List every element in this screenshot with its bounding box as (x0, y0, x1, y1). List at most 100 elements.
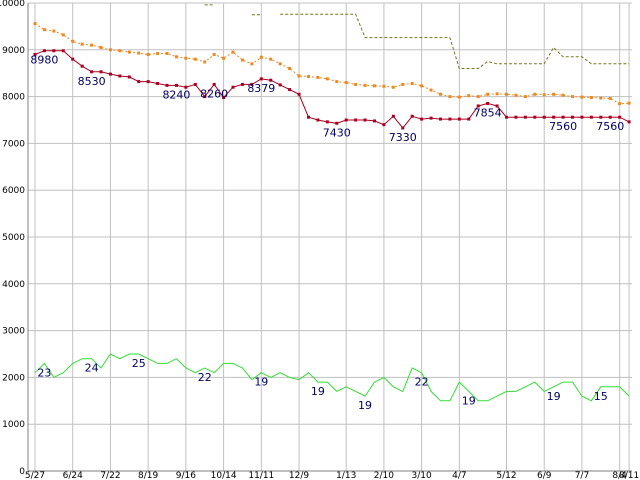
ma_orange-point (561, 93, 565, 97)
ma_orange-point (222, 56, 226, 60)
ma_orange-point (448, 95, 452, 99)
x-tick-label: 4/7 (452, 471, 466, 480)
price-point (259, 77, 263, 81)
ma_orange-point (523, 95, 527, 99)
x-tick-label: 3/10 (412, 471, 432, 480)
price-point (269, 78, 273, 82)
ma_orange-point (193, 57, 197, 61)
ma_orange-point (127, 50, 131, 54)
price-point (297, 92, 301, 96)
price-data-label: 7560 (596, 120, 624, 133)
price-point (250, 82, 254, 86)
price-point (533, 115, 537, 119)
price-point (372, 119, 376, 123)
price-point (240, 82, 244, 86)
ma_orange-point (372, 84, 376, 88)
x-tick-label: 9/16 (176, 471, 196, 480)
ma_orange-point (240, 58, 244, 62)
price-point (71, 57, 75, 61)
price-point (99, 70, 103, 74)
ma_orange-point (599, 96, 603, 100)
volume-data-label: 15 (594, 390, 608, 403)
ma_orange-point (438, 92, 442, 96)
price-point (184, 85, 188, 89)
y-tick-label: 3000 (2, 327, 25, 337)
price-point (457, 117, 461, 121)
ma_orange-point (146, 52, 150, 56)
ma_orange-point (118, 49, 122, 53)
price-data-label: 7430 (323, 126, 351, 139)
ma_olive-line (280, 13, 630, 69)
price-point (486, 101, 490, 105)
ma_orange-point (486, 92, 490, 96)
price-data-label: 8980 (30, 54, 58, 67)
price-point (467, 117, 471, 121)
ma_orange-point (174, 55, 178, 59)
ma_orange-point (165, 52, 169, 56)
ma_orange-point (457, 95, 461, 99)
ma_orange-point (495, 92, 499, 96)
price-point (33, 52, 37, 56)
ma_orange-point (627, 101, 631, 105)
ma_orange-point (259, 55, 263, 59)
ma_orange-point (429, 88, 433, 92)
ma_orange-line (34, 23, 630, 105)
price-point (42, 49, 46, 53)
y-tick-label: 2000 (2, 373, 25, 383)
axes (27, 3, 632, 472)
ma_orange-point (580, 95, 584, 99)
ma_orange-point (108, 48, 112, 52)
price-point (552, 115, 556, 119)
ma_orange-point (363, 83, 367, 87)
y-tick-label: 6000 (2, 186, 25, 196)
price-point (61, 49, 65, 53)
price-point (608, 115, 612, 119)
price-point (288, 88, 292, 92)
price-point (523, 115, 527, 119)
ma_orange-point (278, 62, 282, 66)
ma_orange-point (382, 84, 386, 88)
price-point (108, 72, 112, 76)
price-point (80, 64, 84, 68)
price-point (627, 120, 631, 124)
x-tick-labels: 5/27 6/24 7/22 8/19 9/16 10/14 11/11 12/9 1/13 2/… (25, 471, 639, 480)
volume-data-label: 22 (415, 376, 429, 389)
price-point (335, 121, 339, 125)
ma_orange-point (335, 80, 339, 84)
price-point (156, 81, 160, 85)
volume-data-label: 19 (462, 394, 476, 407)
y-tick-label: 9000 (2, 46, 25, 56)
price-point (410, 114, 414, 118)
price-point (429, 116, 433, 120)
x-tick-label: 7/7 (575, 471, 589, 480)
price-point (476, 104, 480, 108)
price-point (165, 83, 169, 87)
price-point (52, 49, 56, 53)
price-data-label: 8530 (78, 75, 106, 88)
price-point (146, 80, 150, 84)
x-tick-label: 10/14 (211, 471, 237, 480)
x-tick-label: 11/11 (248, 471, 274, 480)
ma_orange-point (71, 39, 75, 43)
x-tick-label: 8/11 (619, 471, 639, 480)
ma_orange-point (90, 43, 94, 47)
price-line (34, 50, 630, 129)
price-point (231, 85, 235, 89)
x-tick-label: 12/9 (289, 471, 309, 480)
price-point (118, 74, 122, 78)
y-tick-label: 7000 (2, 139, 25, 149)
price-point (580, 115, 584, 119)
series-lines (34, 4, 630, 402)
price-point (382, 123, 386, 127)
price-point (514, 115, 518, 119)
y-tick-label: 8000 (2, 93, 25, 103)
price-point (363, 118, 367, 122)
price-point (391, 114, 395, 118)
price-point (401, 126, 405, 130)
y-tick-label: 5000 (2, 233, 25, 243)
ma_orange-point (420, 84, 424, 88)
y-tick-label: 0 (19, 467, 25, 477)
ma_orange-point (250, 62, 254, 66)
price-point (344, 118, 348, 122)
